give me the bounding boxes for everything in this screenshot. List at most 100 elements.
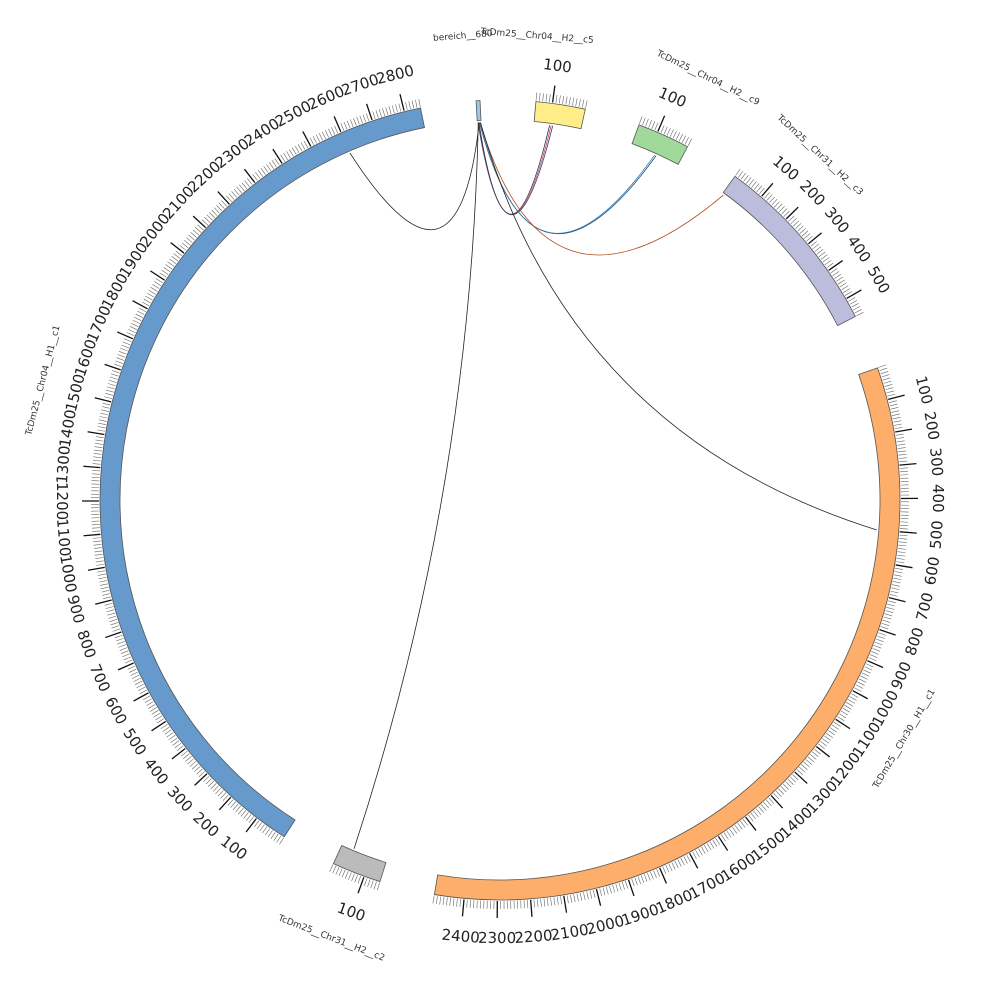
minor-tick — [654, 122, 659, 131]
major-tick — [104, 363, 121, 371]
minor-tick — [152, 284, 160, 289]
minor-tick — [897, 447, 906, 449]
minor-tick — [572, 97, 575, 106]
minor-tick — [120, 650, 129, 654]
minor-tick — [329, 864, 334, 872]
tick-label: 2800 — [375, 61, 416, 88]
minor-tick — [812, 243, 820, 250]
minor-tick — [889, 594, 898, 597]
minor-tick — [856, 312, 864, 317]
minor-tick — [439, 896, 442, 905]
minor-tick — [164, 729, 172, 735]
minor-tick — [154, 281, 162, 287]
minor-tick — [104, 396, 113, 399]
major-tick — [657, 115, 666, 132]
tick-label: 1000 — [56, 553, 80, 594]
segment-bereich_680 — [475, 100, 482, 122]
minor-tick — [211, 209, 218, 216]
minor-tick — [216, 205, 223, 212]
minor-tick — [163, 267, 171, 273]
minor-tick — [735, 168, 741, 176]
minor-tick — [586, 891, 589, 900]
minor-tick — [799, 228, 806, 234]
minor-tick — [545, 93, 548, 102]
minor-tick — [846, 702, 854, 707]
minor-tick — [350, 119, 354, 127]
minor-tick — [106, 386, 115, 390]
minor-tick — [283, 152, 288, 160]
minor-tick — [540, 898, 542, 907]
link-5 — [479, 122, 655, 234]
minor-tick — [883, 380, 892, 384]
minor-tick — [787, 778, 794, 785]
minor-tick — [185, 756, 192, 762]
minor-tick — [338, 868, 343, 877]
minor-tick — [391, 105, 395, 114]
minor-tick — [97, 570, 106, 573]
minor-tick — [537, 899, 539, 908]
minor-tick — [776, 203, 783, 210]
tick-label: 300 — [821, 203, 853, 237]
minor-tick — [650, 871, 654, 880]
segment-TcDm25__Chr04__H2__c9 — [631, 124, 689, 165]
minor-tick — [114, 634, 123, 639]
minor-tick — [132, 319, 140, 324]
minor-tick — [99, 583, 108, 586]
minor-tick — [743, 174, 749, 182]
minor-tick — [247, 178, 253, 185]
minor-tick — [395, 104, 398, 113]
minor-tick — [818, 743, 825, 749]
major-tick — [852, 690, 869, 700]
minor-tick — [896, 561, 905, 564]
minor-tick — [220, 792, 227, 799]
major-tick — [563, 895, 568, 913]
minor-tick — [188, 234, 195, 241]
minor-tick — [656, 869, 660, 877]
minor-tick — [672, 130, 677, 139]
minor-tick — [612, 884, 616, 893]
major-tick — [530, 899, 533, 917]
minor-tick — [849, 300, 858, 305]
minor-tick — [737, 822, 743, 830]
minor-tick — [731, 826, 738, 834]
minor-tick — [621, 881, 625, 890]
minor-tick — [565, 96, 568, 105]
minor-tick — [882, 377, 891, 381]
minor-tick — [899, 460, 908, 463]
minor-tick — [159, 272, 167, 278]
minor-tick — [592, 889, 596, 898]
minor-tick — [321, 131, 326, 139]
minor-tick — [286, 151, 291, 159]
minor-tick — [740, 172, 747, 180]
minor-tick — [459, 899, 461, 908]
minor-tick — [898, 457, 907, 459]
tick-label: 900 — [887, 659, 915, 692]
major-tick — [828, 260, 844, 271]
minor-tick — [840, 710, 849, 716]
minor-tick — [792, 774, 799, 781]
minor-tick — [95, 436, 104, 439]
major-tick — [83, 533, 101, 537]
tick-label: 1300 — [53, 445, 74, 485]
minor-tick — [254, 820, 260, 828]
minor-tick — [896, 437, 905, 439]
major-tick — [150, 270, 165, 281]
minor-tick — [899, 538, 908, 540]
minor-tick — [783, 210, 790, 217]
minor-tick — [267, 830, 273, 838]
minor-tick — [663, 126, 668, 135]
minor-tick — [773, 793, 780, 800]
major-tick — [117, 331, 134, 340]
major-tick — [551, 85, 556, 103]
minor-tick — [231, 191, 238, 198]
minor-tick — [775, 790, 782, 797]
minor-tick — [553, 897, 556, 906]
major-tick — [333, 116, 342, 133]
major-tick — [87, 431, 105, 436]
minor-tick — [175, 250, 183, 256]
minor-tick — [109, 619, 118, 622]
major-tick — [770, 795, 784, 809]
minor-tick — [680, 857, 685, 866]
minor-tick — [753, 183, 760, 190]
minor-tick — [854, 687, 862, 692]
